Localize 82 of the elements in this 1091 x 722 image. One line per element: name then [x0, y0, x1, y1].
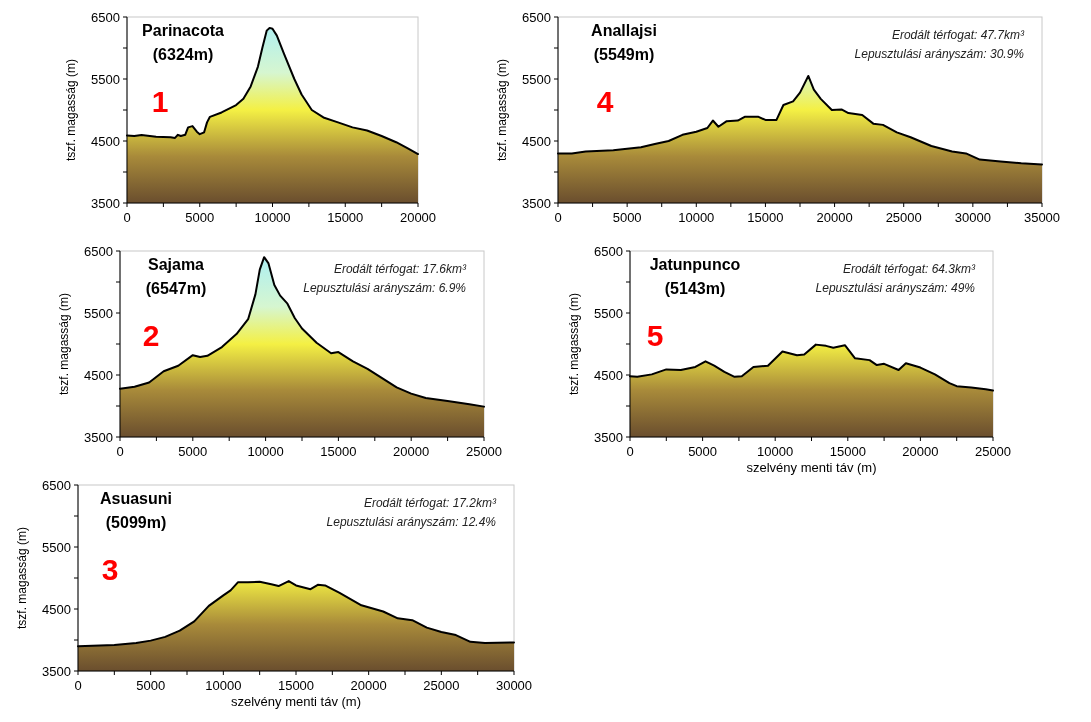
x-tick-label: 35000	[1023, 210, 1061, 225]
chart-title: Sajama	[147, 256, 205, 273]
y-axis-title: tszf. magasság (m)	[15, 526, 29, 630]
annotation: Erodált térfogat: 64.3km³	[842, 262, 976, 276]
annotation: 5	[646, 319, 664, 352]
y-tick-label: 4500	[91, 134, 120, 149]
x-tick-label: 20000	[393, 444, 430, 459]
annotation: 1	[151, 85, 169, 118]
text: (5549m)	[593, 46, 655, 63]
x-tick-label: 15000	[277, 678, 315, 693]
chart-title: Parinacota	[142, 22, 225, 39]
x-tick-label: 25000	[974, 444, 1012, 459]
x-tick-label: 0	[626, 444, 634, 459]
annotation: 2	[142, 319, 160, 352]
x-tick-label: 15000	[747, 210, 784, 225]
y-tick-label: 6500	[91, 10, 120, 25]
x-tick-label: 5000	[185, 210, 215, 225]
x-tick-label: 15000	[327, 210, 364, 225]
x-tick-label: 30000	[495, 678, 533, 693]
x-tick-label: 25000	[423, 678, 460, 693]
chart-title: Anallajsi	[591, 22, 657, 39]
x-tick-label: 10000	[757, 444, 794, 459]
annotation: 4	[596, 85, 614, 118]
text: (6547m)	[145, 280, 207, 297]
x-tick-label: 0	[116, 444, 124, 459]
y-tick-label: 3500	[522, 196, 551, 211]
y-tick-label: 4500	[84, 368, 113, 383]
y-tick-label: 3500	[91, 196, 120, 211]
x-tick-label: 20000	[902, 444, 939, 459]
annotation: 3	[101, 553, 119, 586]
y-tick-label: 4500	[522, 134, 551, 149]
x-tick-label: 20000	[350, 678, 387, 693]
x-tick-label: 25000	[465, 444, 503, 459]
y-tick-label: 5500	[522, 72, 551, 87]
chart-title: Asuasuni	[99, 490, 173, 507]
y-axis-title: tszf. magasság (m)	[57, 292, 71, 396]
y-tick-label: 3500	[594, 430, 623, 445]
x-axis-title: szelvény menti táv (m)	[230, 694, 362, 709]
y-tick-label: 3500	[42, 664, 71, 679]
annotation: Lepusztulási arányszám: 12.4%	[326, 515, 497, 529]
x-tick-label: 10000	[247, 444, 284, 459]
text: (5099m)	[105, 514, 167, 531]
x-tick-label: 5000	[688, 444, 718, 459]
y-tick-label: 4500	[42, 602, 71, 617]
y-tick-label: 3500	[84, 430, 113, 445]
annotation: Lepusztulási arányszám: 6.9%	[303, 281, 467, 295]
annotation: Erodált térfogat: 47.7km³	[891, 28, 1025, 42]
y-tick-label: 6500	[42, 478, 71, 493]
y-tick-label: 4500	[594, 368, 623, 383]
text: (6324m)	[152, 46, 214, 63]
x-tick-label: 5000	[612, 210, 642, 225]
x-tick-label: 25000	[885, 210, 922, 225]
annotation: Erodált térfogat: 17.2km³	[363, 496, 497, 510]
x-tick-label: 10000	[254, 210, 291, 225]
x-tick-label: 10000	[678, 210, 715, 225]
x-tick-label: 5000	[178, 444, 208, 459]
x-tick-label: 5000	[136, 678, 166, 693]
y-tick-label: 5500	[84, 306, 113, 321]
y-axis-title: tszf. magasság (m)	[495, 58, 509, 162]
x-tick-label: 0	[74, 678, 82, 693]
y-axis-title: tszf. magasság (m)	[64, 58, 78, 162]
y-tick-label: 6500	[84, 244, 113, 259]
x-tick-label: 0	[123, 210, 131, 225]
x-tick-label: 10000	[205, 678, 242, 693]
x-tick-label: 15000	[320, 444, 357, 459]
annotation: Erodált térfogat: 17.6km³	[333, 262, 467, 276]
x-tick-label: 20000	[816, 210, 853, 225]
text: (5143m)	[664, 280, 726, 297]
x-tick-label: 0	[554, 210, 562, 225]
x-tick-label: 15000	[829, 444, 866, 459]
x-tick-label: 20000	[399, 210, 437, 225]
y-axis-title: tszf. magasság (m)	[567, 292, 581, 396]
x-axis-title: szelvény menti táv (m)	[746, 460, 877, 475]
y-tick-label: 6500	[522, 10, 551, 25]
y-tick-label: 5500	[91, 72, 120, 87]
y-tick-label: 5500	[42, 540, 71, 555]
x-tick-label: 30000	[954, 210, 991, 225]
annotation: Lepusztulási arányszám: 30.9%	[854, 47, 1025, 61]
y-tick-label: 5500	[594, 306, 623, 321]
annotation: Lepusztulási arányszám: 49%	[815, 281, 976, 295]
y-tick-label: 6500	[594, 244, 623, 259]
chart-title: Jatunpunco	[649, 256, 741, 273]
